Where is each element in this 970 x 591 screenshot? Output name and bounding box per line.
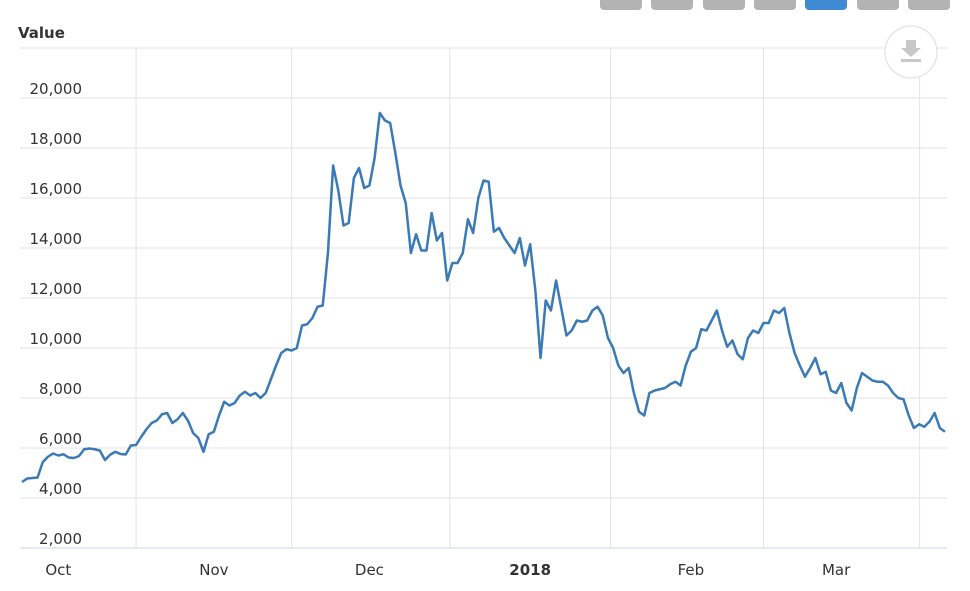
x-tick-label: Feb — [678, 561, 705, 579]
range-button[interactable] — [703, 0, 745, 10]
y-axis-title: Value — [18, 24, 65, 42]
range-buttons — [600, 0, 950, 10]
download-icon-base[interactable] — [901, 59, 921, 62]
x-tick-label: Dec — [355, 561, 384, 579]
data-line — [21, 111, 946, 484]
download-icon[interactable] — [901, 40, 921, 57]
plot-area: 2,000 4,000 6,000 8,000 10,000 12,000 14,000 16… — [20, 47, 947, 579]
y-tick-label: 2,000 — [39, 530, 82, 548]
y-tick-label: 14,000 — [30, 230, 83, 248]
range-button[interactable] — [908, 0, 950, 10]
range-button[interactable] — [805, 0, 847, 10]
y-tick-label: 12,000 — [30, 280, 83, 298]
y-tick-label: 18,000 — [30, 130, 83, 148]
range-button[interactable] — [754, 0, 796, 10]
range-button[interactable] — [600, 0, 642, 10]
y-tick-label: 20,000 — [30, 80, 83, 98]
y-tick-label: 16,000 — [30, 180, 83, 198]
range-button[interactable] — [651, 0, 693, 10]
y-tick-label: 10,000 — [30, 330, 83, 348]
x-tick-label: Nov — [199, 561, 228, 579]
y-tick-label: 4,000 — [39, 480, 82, 498]
range-button[interactable] — [857, 0, 899, 10]
y-tick-label: 8,000 — [39, 380, 82, 398]
y-tick-label: 6,000 — [39, 430, 82, 448]
x-tick-label: Mar — [822, 561, 851, 579]
x-tick-label: 2018 — [509, 561, 551, 579]
download-button[interactable] — [884, 25, 938, 79]
x-tick-label: Oct — [45, 561, 71, 579]
